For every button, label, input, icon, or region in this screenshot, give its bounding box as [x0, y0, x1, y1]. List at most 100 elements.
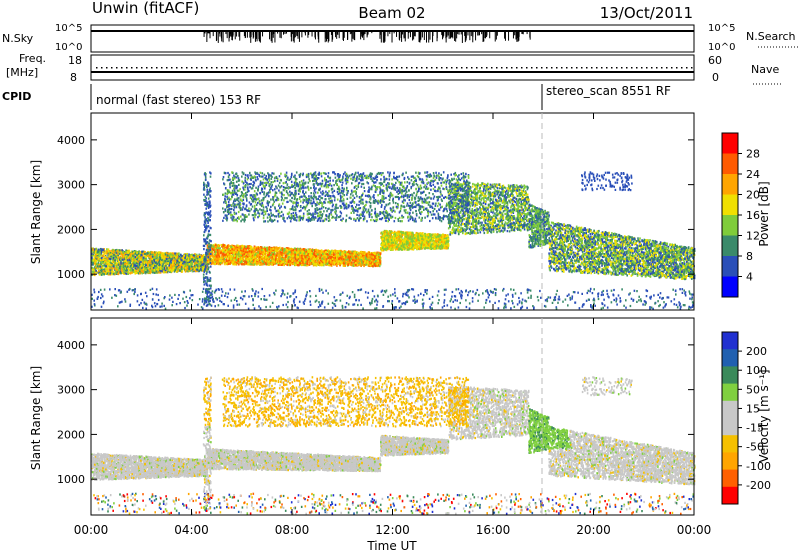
nave-dot	[676, 67, 678, 69]
nave-dot	[351, 67, 353, 69]
nave-dot	[296, 67, 298, 69]
nave-dot	[241, 67, 243, 69]
heatmap-cell	[106, 250, 108, 252]
nave-dot	[361, 67, 363, 69]
heatmap-cell	[175, 256, 177, 258]
nave-dot	[586, 67, 588, 69]
heatmap-cell	[249, 263, 251, 265]
nave-dot	[661, 67, 663, 69]
heatmap-cell	[109, 258, 111, 260]
nave-dot	[406, 67, 408, 69]
heatmap-cell	[184, 255, 186, 257]
nave-dot	[151, 67, 153, 69]
heatmap-cell	[141, 254, 143, 256]
heatmap-cell	[167, 262, 169, 264]
heatmap-cell	[133, 271, 135, 273]
heatmap-cell	[144, 267, 146, 269]
heatmap-cell	[201, 255, 203, 257]
nave-dot	[566, 67, 568, 69]
heatmap-cell	[116, 269, 118, 271]
nave-dot	[681, 67, 683, 69]
heatmap-cell	[110, 254, 112, 256]
heatmap-cell	[119, 266, 121, 268]
heatmap-cell	[199, 259, 201, 261]
heatmap-cell	[121, 254, 123, 256]
nave-dot	[176, 67, 178, 69]
heatmap-cell	[140, 251, 142, 253]
nave-dot	[541, 67, 543, 69]
beam-title: Beam 02	[358, 4, 425, 22]
nave-dot	[561, 67, 563, 69]
nave-dot	[366, 67, 368, 69]
heatmap-cell	[120, 272, 122, 274]
heatmap-cell	[185, 263, 187, 265]
heatmap-cell	[118, 273, 120, 275]
heatmap-cell	[203, 266, 205, 268]
heatmap-cell	[163, 271, 165, 273]
heatmap-cell	[105, 262, 107, 264]
heatmap-cell	[227, 245, 229, 247]
heatmap-cell	[123, 271, 125, 273]
heatmap-cell	[135, 253, 137, 255]
heatmap-cell	[146, 256, 148, 258]
nave-dot	[321, 67, 323, 69]
heatmap-cell	[93, 268, 95, 270]
heatmap-cell	[127, 266, 129, 268]
nave-dot	[611, 67, 613, 69]
freq-panel: Freq. [MHz] 18 8 60 0 Nave	[6, 52, 783, 84]
nave-dot	[506, 67, 508, 69]
nave-dot	[651, 67, 653, 69]
cpid-segment-normal: normal (fast stereo) 153 RF	[96, 93, 261, 107]
heatmap-cell	[96, 260, 98, 262]
nave-tick-bottom: 0	[712, 71, 719, 84]
heatmap-cell	[127, 273, 129, 275]
heatmap-cell	[171, 267, 173, 269]
heatmap-cell	[193, 266, 195, 268]
heatmap-cell	[164, 260, 166, 262]
heatmap-cell	[111, 261, 113, 263]
heatmap-cell	[192, 270, 194, 272]
heatmap-cell	[101, 257, 103, 259]
heatmap-cell	[187, 263, 189, 265]
nave-dot	[246, 67, 248, 69]
heatmap-cell	[174, 270, 176, 272]
heatmap-cell	[109, 267, 111, 269]
nave-dot	[226, 67, 228, 69]
heatmap-cell	[176, 253, 178, 255]
heatmap-cell	[130, 265, 132, 267]
heatmap-cell	[120, 263, 122, 265]
nave-dot	[121, 67, 123, 69]
heatmap-cell	[124, 263, 126, 265]
heatmap-cell	[175, 260, 177, 262]
heatmap-cell	[149, 264, 151, 266]
heatmap-cell	[133, 257, 135, 259]
heatmap-cell	[114, 262, 116, 264]
heatmap-cell	[94, 248, 96, 250]
nave-dot	[691, 67, 693, 69]
heatmap-cell	[149, 269, 151, 271]
heatmap-cell	[156, 270, 158, 272]
nave-dot	[591, 67, 593, 69]
heatmap-cell	[158, 261, 160, 263]
heatmap-cell	[108, 263, 110, 265]
nave-dot	[481, 67, 483, 69]
nsearch-label: N.Search	[746, 30, 796, 43]
heatmap-cell	[200, 265, 202, 267]
nave-dot	[111, 67, 113, 69]
nave-dot	[136, 67, 138, 69]
nave-dot	[416, 67, 418, 69]
nave-dot	[396, 67, 398, 69]
nave-dot	[381, 67, 383, 69]
heatmap-cell	[147, 269, 149, 271]
freq-tick-bottom: 8	[70, 71, 77, 84]
nave-dot	[451, 67, 453, 69]
heatmap-cell	[121, 266, 123, 268]
nave-dot	[426, 67, 428, 69]
heatmap-cell	[202, 261, 204, 263]
nave-dot	[386, 67, 388, 69]
heatmap-cell	[139, 268, 141, 270]
heatmap-cell	[193, 254, 195, 256]
heatmap-cell	[131, 269, 133, 271]
nave-dot	[376, 67, 378, 69]
heatmap-cell	[111, 271, 113, 273]
